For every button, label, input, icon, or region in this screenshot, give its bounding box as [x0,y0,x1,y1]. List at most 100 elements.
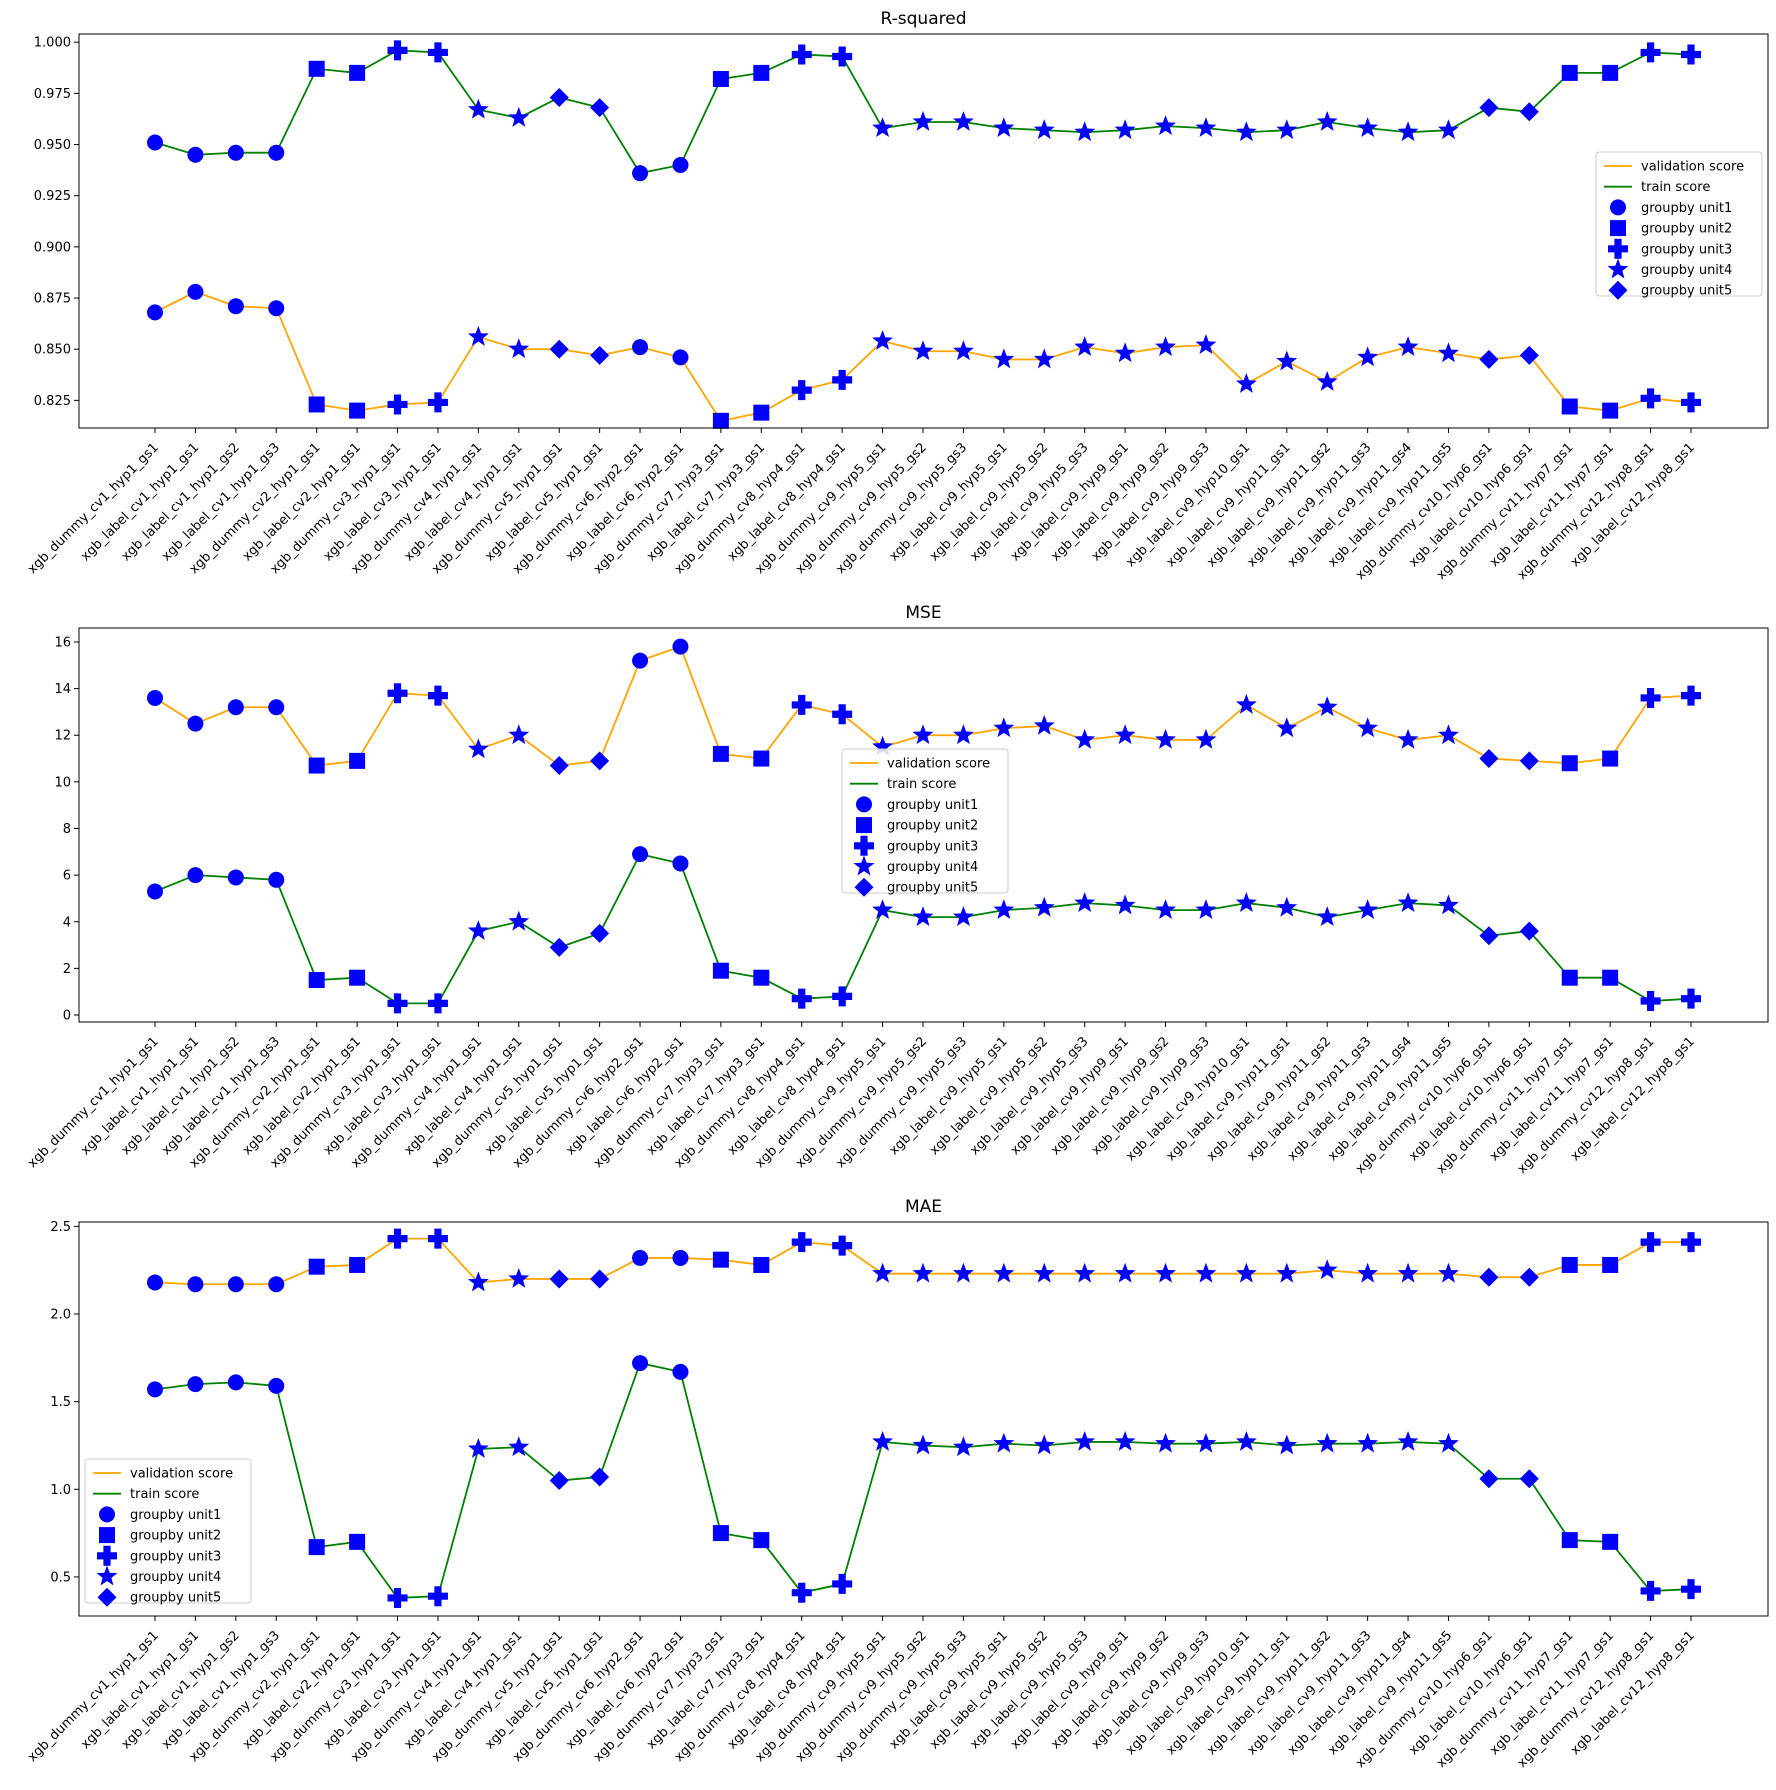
data-point-unit5 [590,923,610,943]
data-point-unit4 [1397,336,1419,357]
data-point-unit4 [1276,350,1298,371]
data-point-unit4 [1114,1430,1136,1451]
y-tick-label: 0.950 [34,138,71,153]
data-point-unit2 [712,412,729,429]
data-point-unit2 [1602,750,1619,767]
data-point-unit1 [187,283,204,300]
data-point-unit4 [1357,1432,1379,1453]
y-tick-label: 0.975 [34,87,71,102]
y-tick-label: 0.850 [34,343,71,358]
data-point-unit3 [832,1573,853,1594]
data-point-unit4 [1438,342,1459,363]
data-point-unit5 [1519,1267,1539,1287]
legend-label: groupby unit4 [887,860,978,875]
legend-label: groupby unit3 [1641,242,1732,257]
legend-label: groupby unit2 [1641,222,1732,237]
data-point-unit4 [1397,121,1419,142]
data-point-unit5 [1519,102,1539,122]
data-point-unit5 [1479,98,1499,118]
data-point-unit3 [1681,392,1701,413]
data-point-unit3 [1681,988,1701,1009]
data-point-unit1 [227,1374,244,1391]
legend-marker-unit2 [99,1527,115,1544]
data-point-unit4 [912,906,934,926]
series-line-validation-score [154,645,1692,767]
data-point-unit4 [1357,717,1379,738]
data-point-unit4 [467,1271,489,1292]
data-point-unit4 [508,1267,530,1288]
legend-label: groupby unit2 [130,1529,221,1544]
legend: validation score train score groupby unit1… [1595,151,1763,300]
data-point-unit4 [912,1262,934,1283]
data-point-unit1 [187,1276,204,1293]
chart-panel-1: R-squared 0.825 0.850 0.875 0.900 0.925 0.950 0… [25,9,1769,583]
data-point-unit3 [791,1232,812,1253]
data-point-unit5 [1519,921,1539,941]
data-point-unit4 [1033,1262,1055,1283]
data-point-unit4 [508,338,530,359]
data-point-unit5 [549,937,569,957]
legend-label: groupby unit5 [1641,284,1732,299]
plot-frame [78,33,1769,429]
data-point-unit2 [1561,755,1578,772]
data-point-unit3 [1640,991,1661,1012]
data-point-unit3 [832,1235,853,1256]
data-point-unit4 [1316,1259,1338,1280]
data-point-unit1 [187,867,204,884]
data-point-unit1 [227,144,244,161]
data-point-unit1 [227,298,244,315]
data-point-unit4 [1316,1432,1338,1453]
legend-marker-unit5 [854,877,874,897]
data-point-unit4 [1397,1430,1419,1451]
data-point-unit1 [227,869,244,886]
data-point-unit5 [549,87,569,107]
data-point-unit2 [1561,398,1578,415]
data-point-unit4 [1316,111,1338,131]
data-point-unit4 [1235,693,1257,714]
data-point-unit4 [508,1436,530,1457]
legend-label: groupby unit1 [887,798,978,813]
data-point-unit1 [147,304,163,321]
legend-label: train score [130,1487,199,1502]
data-point-unit4 [1276,896,1298,917]
data-point-unit5 [549,756,569,776]
data-point-unit5 [1479,749,1499,769]
data-point-unit4 [993,1262,1015,1283]
y-tick-label: 12 [54,729,71,744]
data-point-unit3 [427,42,448,63]
legend-label: groupby unit4 [130,1570,221,1585]
data-point-unit2 [1602,64,1619,81]
data-point-unit4 [912,724,934,745]
data-point-unit4 [872,330,894,350]
data-point-unit1 [632,165,649,182]
data-point-unit3 [832,369,853,390]
data-point-unit2 [753,750,770,767]
y-tick-label: 6 [63,869,71,884]
data-point-unit5 [1479,349,1499,369]
data-point-unit4 [1316,906,1338,926]
legend-label: groupby unit3 [887,839,978,854]
data-point-unit4 [912,340,934,361]
data-point-unit2 [753,64,770,81]
data-point-unit4 [1438,724,1459,745]
data-point-unit3 [1640,388,1661,409]
data-point-unit3 [791,694,812,715]
y-tick-label: 14 [54,682,71,697]
data-point-unit1 [147,689,163,706]
data-point-unit5 [590,1269,610,1289]
data-point-unit4 [872,899,894,919]
data-point-unit3 [832,46,853,67]
data-point-unit4 [1235,1262,1257,1283]
data-point-unit4 [1155,336,1176,357]
data-point-unit1 [672,638,689,655]
data-point-unit2 [1602,1533,1619,1550]
data-point-unit5 [1519,1469,1539,1489]
y-tick-label: 0.925 [34,189,71,204]
y-tick-label: 0.5 [50,1570,71,1585]
data-point-unit4 [912,1434,934,1455]
data-point-unit1 [187,146,204,163]
data-point-unit1 [672,156,689,173]
data-point-unit4 [508,724,530,745]
legend-label: groupby unit4 [1641,263,1732,278]
